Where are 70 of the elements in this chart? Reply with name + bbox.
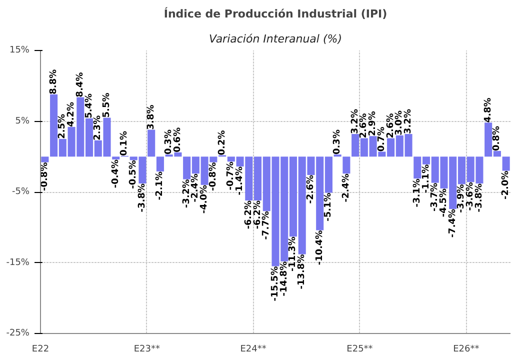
data-label: -15.5% [270, 266, 280, 302]
bar [156, 156, 164, 172]
data-label: -3.1% [412, 178, 422, 208]
data-label: 2.6% [359, 113, 370, 138]
data-label: -4.0% [200, 184, 210, 214]
x-tick-label: E23** [134, 344, 160, 354]
data-label: -5.1% [324, 192, 334, 222]
bar [41, 156, 49, 162]
data-label: -2.0% [501, 170, 512, 200]
data-label: -7.7% [262, 211, 272, 240]
data-label: 5.5% [102, 92, 112, 118]
data-label: 0.7% [376, 126, 387, 152]
data-label: -4.5% [438, 188, 449, 218]
data-label: 8.8% [48, 69, 59, 94]
y-tick-label: 15% [9, 46, 30, 56]
data-label: -3.9% [456, 184, 467, 213]
x-tick-label: E25** [346, 344, 374, 354]
bar [502, 156, 510, 171]
data-label: -1.1% [421, 164, 432, 194]
bar [342, 156, 350, 174]
data-label: -13.8% [297, 254, 308, 290]
data-label: -1.4% [235, 166, 246, 196]
data-label: -0.8% [208, 162, 218, 191]
data-label: 0.8% [492, 126, 502, 151]
data-label: -2.1% [155, 171, 166, 200]
data-label: -7.4% [448, 208, 458, 238]
data-label: -0.7% [226, 162, 236, 190]
data-label: -6.2% [244, 200, 254, 230]
data-label: 8.4% [75, 72, 86, 98]
data-label: 3.8% [146, 104, 156, 130]
bar [148, 130, 156, 157]
data-label: -3.8% [474, 184, 484, 212]
data-label: 0.3% [332, 130, 343, 155]
y-tick-label: -15% [6, 258, 30, 268]
data-label: 0.1% [120, 130, 130, 156]
data-label: 3.2% [404, 109, 414, 134]
y-tick-label: -5% [12, 187, 30, 197]
data-label: 0.2% [217, 130, 228, 156]
data-label: 2.9% [368, 111, 378, 136]
x-tick-label: E24** [240, 344, 267, 354]
data-label: 0.3% [164, 130, 174, 155]
data-label: -3.6% [466, 182, 476, 211]
data-label: 3.0% [394, 110, 405, 136]
data-label: 4.2% [66, 102, 77, 127]
y-tick-label: 5% [15, 116, 30, 126]
chart-title: Índice de Producción Industrial (IPI) [164, 6, 388, 20]
y-tick-label: -25% [6, 328, 30, 338]
data-label: -2.6% [306, 175, 316, 204]
x-tick-label: E22 [32, 344, 50, 354]
data-label: -6.2% [252, 200, 263, 230]
bar [112, 156, 120, 160]
data-label: -2.4% [190, 174, 201, 202]
data-label: 2.6% [386, 113, 396, 138]
data-label: 0.6% [172, 127, 183, 152]
x-tick-label: E26** [453, 344, 480, 354]
data-label: 3.2% [350, 109, 360, 134]
data-label: 2.5% [58, 114, 68, 139]
data-label: -2.4% [341, 174, 352, 202]
data-label: -10.4% [314, 230, 325, 266]
data-label: -3.8% [137, 184, 148, 212]
data-label: 4.8% [483, 98, 494, 123]
data-label: -0.4% [110, 159, 121, 188]
data-label: -0.5% [128, 160, 139, 189]
data-label: -3.2% [182, 179, 192, 208]
data-label: 2.3% [93, 115, 104, 140]
data-label: -14.8% [279, 261, 290, 296]
data-label: 5.4% [84, 93, 94, 118]
data-label: -11.3% [288, 236, 298, 272]
data-label: -3.7% [430, 182, 440, 212]
chart-subtitle: Variación Interanual (%) [208, 32, 342, 46]
